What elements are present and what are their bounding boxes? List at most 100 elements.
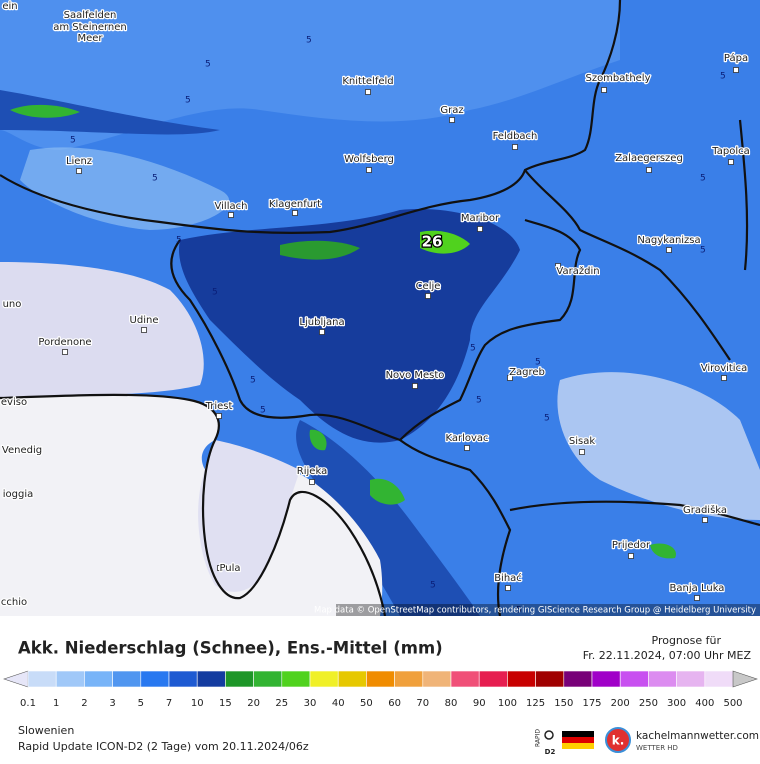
legend-swatch [337, 670, 367, 688]
legend-swatch [422, 670, 452, 688]
legend-swatch [196, 670, 226, 688]
legend-swatch [535, 670, 565, 688]
contour-label: 5 [470, 344, 476, 354]
legend-label: 80 [445, 698, 458, 709]
legend-swatch [225, 670, 254, 688]
border-line [0, 0, 622, 234]
light-area [557, 372, 760, 520]
city-marker [505, 585, 511, 591]
green-area [370, 478, 405, 505]
legend-label: 15 [219, 698, 232, 709]
legend-label: 250 [639, 698, 658, 709]
contour-label: 5 [720, 72, 726, 82]
city-marker [412, 383, 418, 389]
city-marker [721, 375, 727, 381]
lowland [0, 262, 204, 398]
city-label: Banja Luka [670, 583, 725, 594]
city-label: ioggia [3, 489, 34, 500]
contour-label: 5 [205, 60, 211, 70]
city-label: Tapolca [711, 146, 749, 157]
city-label: Pordenone [38, 337, 91, 348]
contour-label: 5 [306, 36, 312, 46]
legend-swatch [27, 670, 57, 688]
peninsula [198, 440, 300, 592]
contour-label: 5 [430, 581, 436, 591]
green-area [420, 230, 470, 254]
coastline [0, 393, 387, 616]
city-label: Graz [440, 105, 463, 116]
light-area [0, 0, 620, 150]
city-label: Celje [416, 281, 441, 292]
green-area [10, 104, 80, 118]
city-label: Szombathely [585, 73, 650, 84]
city-marker [62, 349, 68, 355]
legend-arrow [3, 670, 29, 688]
d2-label: D2 [545, 748, 556, 756]
city-label: Karlovac [445, 433, 488, 444]
border-line [738, 119, 749, 271]
legend-arrow [732, 670, 758, 688]
brand-logo [605, 727, 631, 753]
legend-label: 90 [473, 698, 486, 709]
city-label: Feldbach [493, 131, 538, 142]
flag [562, 743, 594, 749]
green-area [309, 429, 327, 451]
contour-label: 5 [535, 358, 541, 368]
legend-label: 1 [53, 698, 59, 709]
city-label: Maribor [461, 213, 500, 224]
legend-label: 20 [247, 698, 260, 709]
legend-swatch [309, 670, 339, 688]
legend-swatch [281, 670, 311, 688]
city-label: Triest [205, 401, 233, 412]
city-label: Knittelfeld [342, 76, 393, 87]
city-label: Pula [219, 563, 240, 574]
legend-label: 125 [526, 698, 545, 709]
city-marker [728, 159, 734, 165]
contour-label: 5 [70, 136, 76, 146]
legend-label: 25 [275, 698, 288, 709]
contour-label: 5 [700, 246, 706, 256]
legend-label: 500 [723, 698, 742, 709]
city-label: Lienz [66, 156, 92, 167]
city-label: Zalaegerszeg [615, 153, 683, 164]
city-marker [646, 167, 652, 173]
city-label: Prijedor [612, 540, 651, 551]
city-marker [292, 210, 298, 216]
contour-label: 5 [152, 174, 158, 184]
region: Slowenien [18, 724, 74, 737]
legend-swatch [507, 670, 536, 688]
legend-swatch [563, 670, 593, 688]
legend-swatch [478, 670, 508, 688]
contour-label: 5 [516, 606, 522, 616]
flag [562, 731, 594, 737]
borders [0, 0, 760, 616]
city-label: Udine [130, 315, 159, 326]
legend-label: 10 [191, 698, 204, 709]
model-run: Rapid Update ICON-D2 (2 Tage) vom 20.11.… [18, 740, 309, 753]
legend-label: 300 [667, 698, 686, 709]
city-label: Zagreb [509, 367, 545, 378]
brand[interactable]: kachelmannwetter.com [636, 730, 759, 742]
city-marker [217, 565, 223, 571]
footer: Akk. Niederschlag (Schnee), Ens.-Mittel … [3, 634, 759, 756]
legend-swatch [366, 670, 395, 688]
legend-label: 200 [611, 698, 630, 709]
border-line [524, 169, 731, 361]
city-marker [464, 445, 470, 451]
city-marker [309, 479, 315, 485]
heavy-area [296, 420, 480, 616]
city-marker [449, 117, 455, 123]
legend-swatch [450, 670, 480, 688]
sea [0, 394, 383, 616]
heavy-area [179, 209, 520, 443]
legend-swatch [394, 670, 424, 688]
legend-label: 70 [416, 698, 429, 709]
city-marker [425, 293, 431, 299]
legend-label: 50 [360, 698, 373, 709]
legend-label: 40 [332, 698, 345, 709]
legend-label: 60 [388, 698, 401, 709]
legend-label: 0.1 [20, 698, 36, 709]
